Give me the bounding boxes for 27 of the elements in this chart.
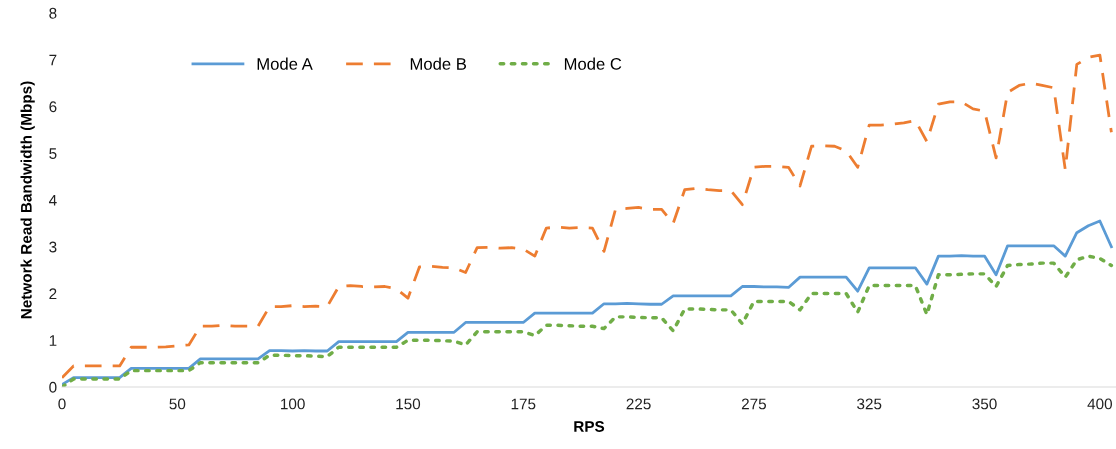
- x-tick-label: 150: [396, 398, 421, 410]
- x-tick-label: 400: [1087, 398, 1112, 410]
- line-series: [62, 53, 1113, 380]
- x-tick-label: 100: [281, 398, 305, 410]
- x-tick-label: 275: [741, 398, 767, 410]
- legend-label: Mode A: [257, 57, 313, 70]
- legend-label: Mode C: [564, 57, 622, 70]
- x-tick-label: 50: [169, 398, 186, 410]
- legend-label: Mode B: [410, 57, 467, 70]
- y-tick-label: 1: [49, 335, 57, 346]
- line-series: [62, 254, 1114, 387]
- y-tick-label: 7: [49, 54, 57, 66]
- y-axis-title: Network Read Bandwidth (Mbps): [20, 81, 35, 319]
- y-tick-label: 5: [49, 148, 57, 159]
- y-tick-label: 8: [49, 7, 57, 19]
- x-tick-label: 0: [58, 398, 66, 410]
- x-tick-label: 350: [972, 398, 997, 410]
- y-tick-label: 0: [49, 381, 57, 393]
- x-tick-label: 175: [511, 398, 536, 410]
- y-tick-label: 4: [48, 195, 57, 206]
- line-series: [62, 219, 1113, 387]
- x-tick-label: 325: [857, 398, 882, 410]
- x-axis-title: RPS: [574, 421, 605, 432]
- y-tick-label: 6: [49, 101, 57, 113]
- y-tick-label: 3: [49, 241, 57, 253]
- x-tick-label: 225: [626, 398, 651, 410]
- y-tick-label: 2: [49, 288, 57, 300]
